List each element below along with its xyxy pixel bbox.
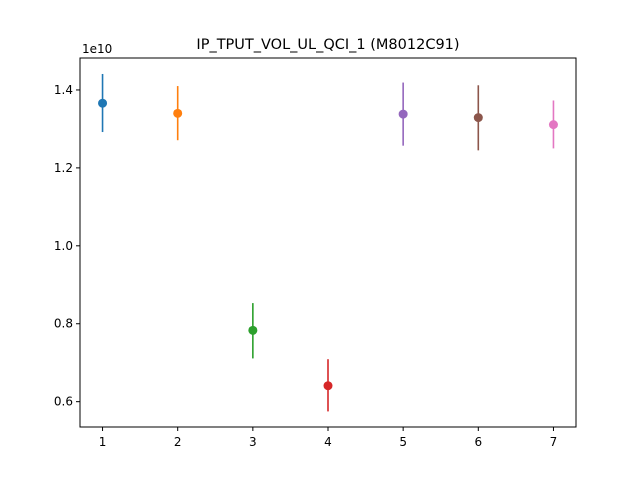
y-offset-label: 1e10 bbox=[82, 42, 112, 56]
y-tick-label: 1.2 bbox=[54, 161, 73, 175]
x-tick-label: 3 bbox=[249, 435, 257, 449]
data-point bbox=[98, 98, 108, 108]
data-point bbox=[548, 120, 558, 130]
data-point bbox=[323, 381, 333, 391]
data-point bbox=[173, 108, 183, 118]
chart-title: IP_TPUT_VOL_UL_QCI_1 (M8012C91) bbox=[196, 37, 459, 53]
x-tick-label: 6 bbox=[474, 435, 482, 449]
x-tick-label: 7 bbox=[550, 435, 558, 449]
data-point bbox=[398, 109, 408, 119]
x-tick-label: 2 bbox=[174, 435, 182, 449]
y-tick-label: 0.8 bbox=[54, 317, 73, 331]
y-axis: 0.6 0.8 1.0 1.2 1.4 bbox=[54, 83, 80, 409]
y-tick-label: 0.6 bbox=[54, 395, 73, 409]
data-point bbox=[473, 113, 483, 123]
x-tick-label: 4 bbox=[324, 435, 332, 449]
data-point bbox=[248, 325, 258, 335]
x-tick-label: 5 bbox=[399, 435, 407, 449]
y-tick-label: 1.0 bbox=[54, 239, 73, 253]
x-axis: 1 2 3 4 5 6 7 bbox=[99, 427, 558, 449]
data-points bbox=[98, 73, 558, 412]
x-tick-label: 1 bbox=[99, 435, 107, 449]
y-tick-label: 1.4 bbox=[54, 83, 73, 97]
